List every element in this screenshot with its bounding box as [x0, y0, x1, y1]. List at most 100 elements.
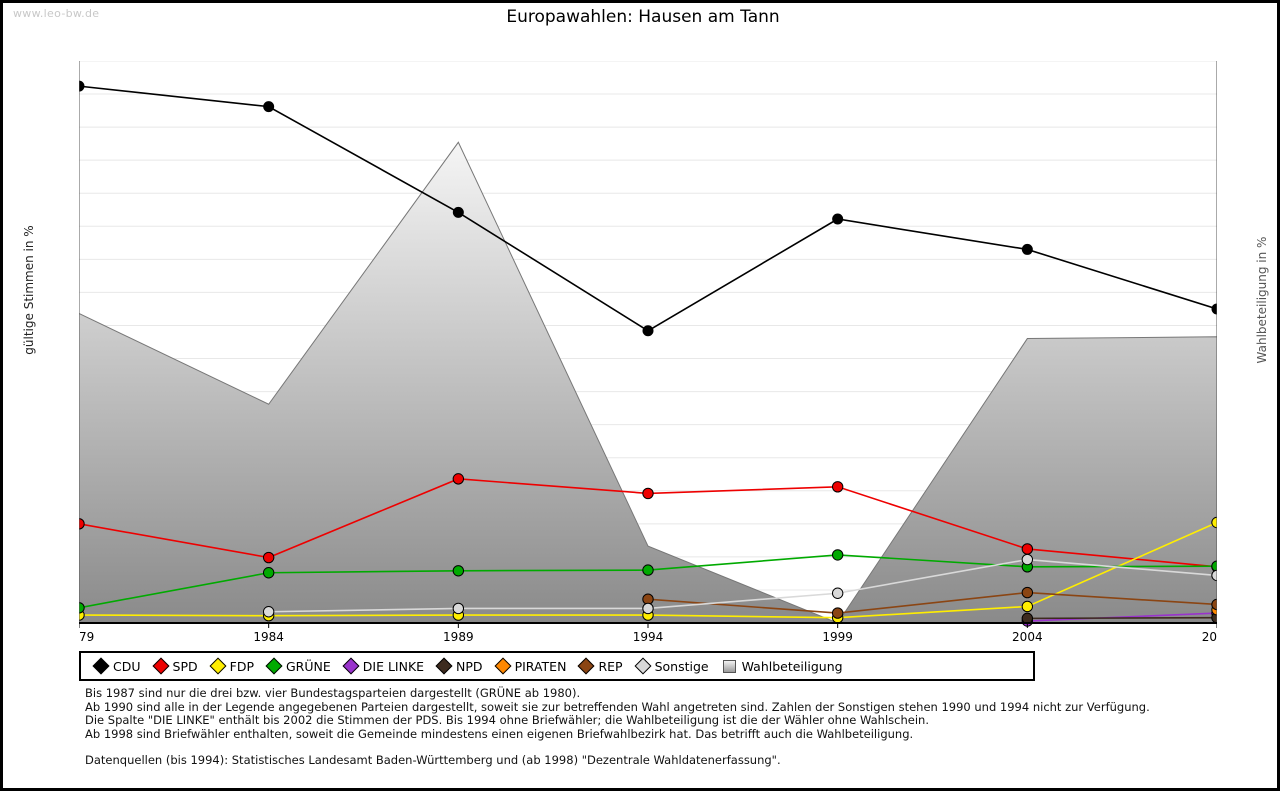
datapoint-cdu[interactable]: CDU 2009: 47.5%	[1211, 303, 1217, 315]
datapoint-grüne[interactable]: GRÜNE 2009: 8.6%	[1211, 560, 1217, 572]
datapoint-spd[interactable]: SPD 1999: 20.6%	[831, 481, 844, 493]
tick-label-x: 1994	[633, 630, 664, 644]
legend-label: SPD	[172, 658, 198, 674]
marker-cdu[interactable]	[452, 206, 464, 218]
footnote-line: Die Spalte "DIE LINKE" enthält bis 2002 …	[85, 713, 929, 727]
marker-grüne[interactable]	[642, 564, 654, 576]
tick-label-x: 1984	[253, 630, 284, 644]
footnote-line: Ab 1990 sind alle in der Legende angegeb…	[85, 699, 1150, 714]
datapoint-sonstige[interactable]: Sonstige 1989: 2.2%	[452, 602, 465, 615]
legend-swatch-diamond	[152, 657, 170, 675]
legend-label: PIRATEN	[514, 658, 567, 674]
datapoint-spd[interactable]: SPD 1984: 9.9%	[262, 551, 275, 564]
marker-spd[interactable]	[642, 487, 654, 500]
marker-sonstige[interactable]	[1211, 569, 1217, 582]
marker-grüne[interactable]	[1211, 560, 1217, 572]
series-line-die-linke	[1027, 612, 1217, 622]
tick-label-x: 2004	[1012, 630, 1043, 644]
marker-spd[interactable]	[1021, 543, 1034, 555]
datapoint-rep[interactable]: REP 2004: 4.6%	[1021, 586, 1034, 599]
legend-label: REP	[598, 658, 623, 674]
legend-swatch-diamond	[577, 657, 595, 675]
series-line-sonstige	[268, 558, 1217, 613]
legend-item-spd[interactable]: SPD	[141, 657, 198, 675]
datapoint-fdp[interactable]: FDP 2004: 2.5%	[1021, 600, 1034, 613]
datapoint-cdu[interactable]: CDU 1989: 62.1%	[452, 206, 464, 218]
tick-label-x: 2009	[1202, 630, 1217, 644]
datapoint-cdu[interactable]: CDU 1984: 78.1%	[263, 101, 275, 113]
marker-rep[interactable]	[1211, 598, 1217, 611]
datapoint-sonstige[interactable]: Sonstige 2004: 9.6%	[1021, 553, 1034, 566]
datapoint-sonstige[interactable]: Sonstige 2009: 7.2%	[1211, 569, 1217, 582]
legend-swatch-diamond	[494, 657, 512, 675]
marker-cdu[interactable]	[1211, 303, 1217, 315]
datapoint-cdu[interactable]: CDU 1994: 44.2%	[642, 325, 654, 337]
legend-item-die-linke[interactable]: DIE LINKE	[331, 657, 425, 675]
marker-grüne[interactable]	[831, 549, 844, 561]
datapoint-grüne[interactable]: GRÜNE 1984: 7.6%	[262, 567, 275, 579]
marker-cdu[interactable]	[832, 213, 844, 225]
datapoint-sonstige[interactable]: Sonstige 1994: 2.2%	[642, 602, 654, 615]
legend-item-piraten[interactable]: PIRATEN	[483, 657, 567, 675]
marker-cdu[interactable]	[79, 80, 85, 92]
tick-label-x: 1999	[822, 630, 853, 644]
datapoint-spd[interactable]: SPD 1989: 21.8%	[452, 473, 465, 485]
marker-sonstige[interactable]	[642, 602, 654, 615]
legend-swatch-diamond	[435, 657, 453, 675]
marker-sonstige[interactable]	[1021, 553, 1034, 566]
datapoint-grüne[interactable]: GRÜNE 1979: 2.3%	[79, 602, 85, 614]
footnote-line: Bis 1987 sind nur die drei bzw. vier Bun…	[85, 686, 581, 700]
legend-label: Sonstige	[654, 658, 709, 674]
legend-label: CDU	[113, 658, 141, 674]
marker-sonstige[interactable]	[262, 606, 275, 618]
marker-spd[interactable]	[452, 473, 465, 485]
datapoint-cdu[interactable]: CDU 1979: 81.2%	[79, 80, 85, 92]
marker-spd[interactable]	[262, 551, 275, 564]
legend-item-cdu[interactable]: CDU	[81, 657, 141, 675]
marker-fdp[interactable]	[1021, 600, 1034, 613]
datapoint-sonstige[interactable]: Sonstige 1999: 4.5%	[831, 587, 844, 599]
legend-swatch-diamond	[92, 657, 110, 675]
marker-sonstige[interactable]	[831, 587, 844, 599]
datapoint-spd[interactable]: SPD 2004: 11.2%	[1021, 543, 1034, 555]
marker-grüne[interactable]	[452, 565, 465, 577]
marker-fdp[interactable]	[1211, 516, 1217, 529]
chart-legend: CDU SPD FDP GRÜNE DIE LINKE NPD PIRATEN REP Sons…	[79, 651, 1035, 681]
tick-label-x: 1979	[79, 630, 94, 644]
legend-label: Wahlbeteiligung	[741, 658, 843, 674]
legend-item-sonstige[interactable]: Sonstige	[623, 657, 709, 675]
datapoint-sonstige[interactable]: Sonstige 1984: 1.7%	[262, 606, 275, 618]
datapoint-grüne[interactable]: GRÜNE 1989: 7.9%	[452, 565, 465, 577]
legend-swatch-diamond	[342, 657, 360, 675]
datapoint-rep[interactable]: REP 1999: 1.5%	[831, 607, 844, 619]
datapoint-cdu[interactable]: CDU 1999: 61.1%	[832, 213, 844, 225]
marker-grüne[interactable]	[262, 567, 275, 579]
legend-swatch-diamond	[209, 657, 227, 675]
legend-item-npd[interactable]: NPD	[424, 657, 483, 675]
marker-sonstige[interactable]	[452, 602, 465, 615]
legend-item-rep[interactable]: REP	[566, 657, 623, 675]
marker-cdu[interactable]	[1021, 243, 1033, 255]
legend-item-grüne[interactable]: GRÜNE	[254, 657, 331, 675]
datapoint-spd[interactable]: SPD 1994: 19.6%	[642, 487, 654, 500]
marker-cdu[interactable]	[642, 325, 654, 337]
datapoint-rep[interactable]: REP 2009: 2.8%	[1211, 598, 1217, 611]
legend-label: NPD	[456, 658, 483, 674]
datapoint-grüne[interactable]: GRÜNE 1994: 8%	[642, 564, 654, 576]
legend-label: FDP	[229, 658, 254, 674]
marker-grüne[interactable]	[79, 602, 85, 614]
datapoint-fdp[interactable]: FDP 2009: 15.2%	[1211, 516, 1217, 529]
marker-spd[interactable]	[79, 518, 85, 530]
series-line-npd	[1027, 616, 1217, 620]
legend-label: DIE LINKE	[362, 658, 425, 674]
datapoint-spd[interactable]: SPD 1979: 15%	[79, 518, 85, 530]
marker-cdu[interactable]	[263, 101, 275, 113]
datapoint-grüne[interactable]: GRÜNE 1999: 10.3%	[831, 549, 844, 561]
marker-rep[interactable]	[831, 607, 844, 619]
marker-spd[interactable]	[831, 481, 844, 493]
marker-rep[interactable]	[1021, 586, 1034, 599]
datapoint-cdu[interactable]: CDU 2004: 56.5%	[1021, 243, 1033, 255]
legend-item-fdp[interactable]: FDP	[198, 657, 254, 675]
legend-item-wahlbeteiligung[interactable]: Wahlbeteiligung	[709, 659, 843, 674]
